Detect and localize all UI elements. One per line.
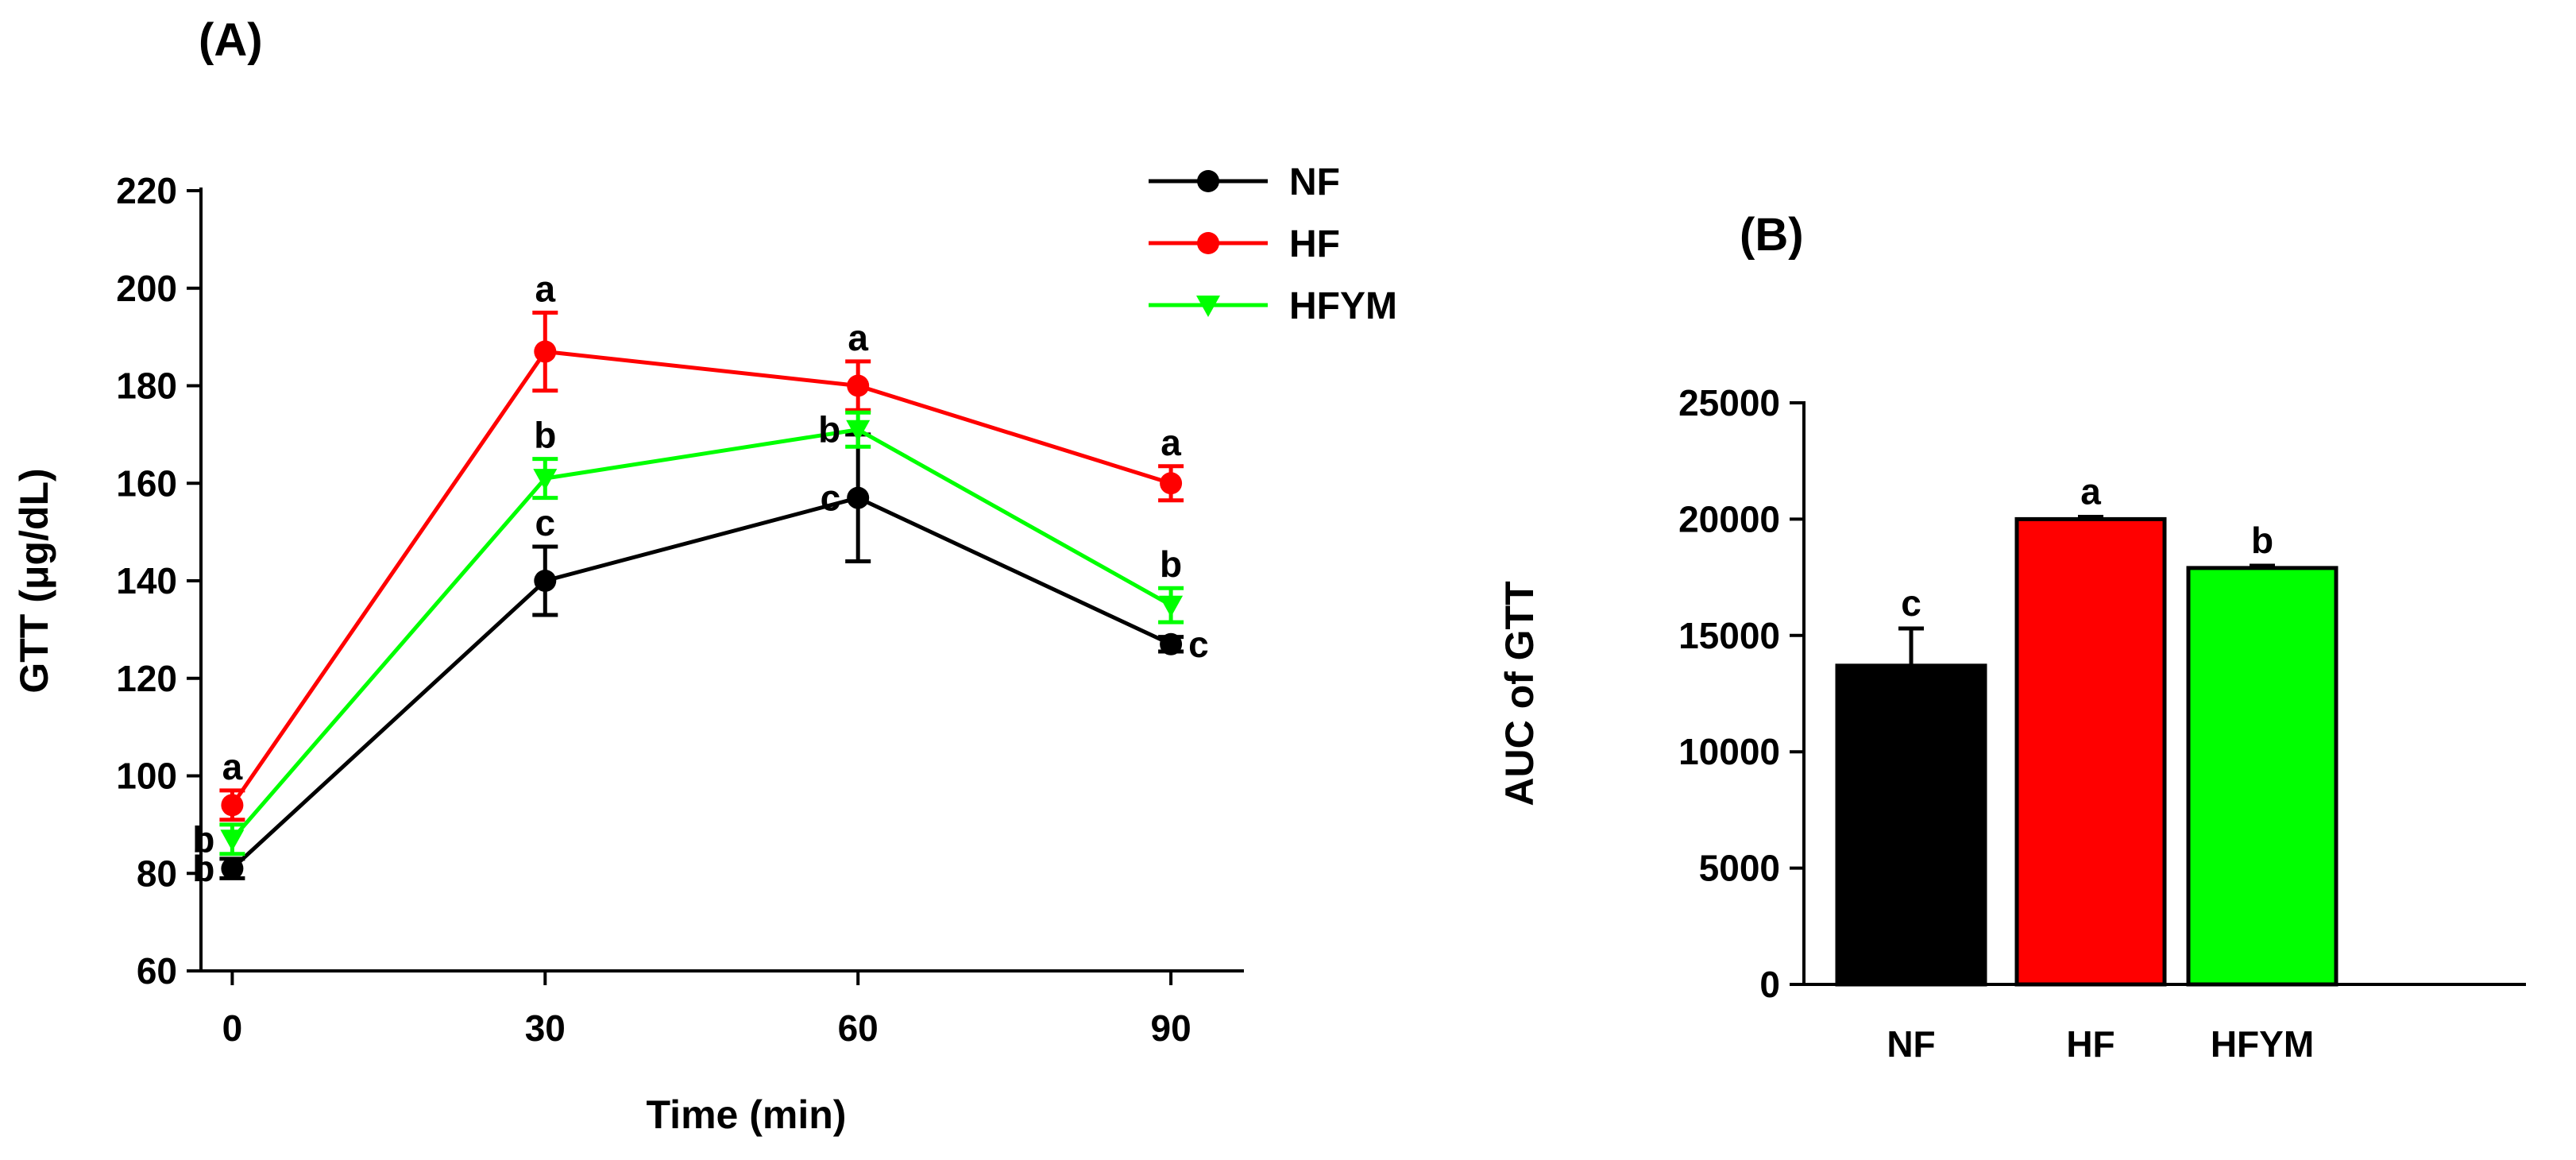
legend-label-hf: HF	[1289, 223, 1340, 265]
significance-letter: a	[2080, 470, 2101, 512]
line-chart-glucose-tolerance: 60 80 100 120 140 160 180 200 220 0 30 60 90 Time (mi…	[12, 161, 1397, 1137]
series-line-hfym	[230, 427, 1172, 841]
y-tick-label: 160	[116, 462, 177, 504]
x-tick-label: HF	[2066, 1023, 2114, 1065]
significance-letter: c	[1901, 582, 1921, 624]
panel-a-label: (A)	[199, 14, 263, 66]
data-point-nf	[221, 857, 244, 880]
y-tick-label: 60	[137, 950, 177, 992]
data-point-hfym	[846, 420, 871, 442]
data-point-hf	[847, 374, 870, 397]
y-tick-label: 80	[137, 853, 177, 894]
significance-letter: a	[222, 746, 243, 787]
y-tick-label: 100	[116, 756, 177, 797]
significance-letter: a	[1161, 422, 1181, 463]
legend-marker-hf	[1197, 232, 1219, 254]
y-tick-label: 220	[116, 170, 177, 211]
significance-letter: b	[534, 415, 556, 456]
significance-letter: c	[821, 478, 841, 519]
y-tick-label: 0	[1759, 964, 1780, 1005]
significance-letter: c	[1188, 624, 1209, 665]
y-tick-label: 15000	[1678, 615, 1780, 656]
panel-b-label: (B)	[1740, 209, 1804, 261]
series-line-hf	[230, 349, 1172, 806]
bar-chart-auc: 0 5000 10000 15000 20000 25000 AUC of GTT c NF a H…	[1497, 382, 2526, 1065]
bar-nf	[1835, 663, 1987, 987]
data-point-nf	[534, 570, 557, 592]
significance-letter: a	[848, 317, 868, 358]
significance-letter: b	[192, 848, 214, 889]
legend-label-nf: NF	[1289, 161, 1340, 203]
y-tick-label: 180	[116, 365, 177, 407]
significance-letter: b	[1160, 543, 1182, 585]
data-point-hfym	[220, 829, 245, 852]
x-tick-label: NF	[1887, 1023, 1935, 1065]
data-point-hfym	[533, 469, 558, 491]
significance-letter: b	[2251, 520, 2273, 561]
significance-letter: b	[192, 818, 214, 860]
legend-marker-hfym	[1196, 296, 1220, 317]
x-axis-title: Time (min)	[647, 1092, 847, 1137]
x-tick-label: 30	[525, 1007, 566, 1049]
y-tick-label: 25000	[1678, 382, 1780, 423]
legend-label-hfym: HFYM	[1289, 285, 1397, 327]
y-tick-label: 120	[116, 658, 177, 699]
y-tick-label: 5000	[1699, 848, 1780, 889]
bar-hfym	[2186, 566, 2338, 987]
data-point-nf	[1160, 632, 1183, 655]
y-tick-label: 20000	[1678, 498, 1780, 539]
data-point-nf	[847, 486, 870, 509]
series-line-nf	[230, 496, 1172, 870]
data-point-hf	[1160, 472, 1183, 495]
y-axis-title: GTT (μg/dL)	[12, 468, 56, 693]
data-point-hf	[534, 340, 557, 363]
y-tick-label: 10000	[1678, 731, 1780, 772]
significance-letter: c	[535, 502, 555, 543]
data-point-hf	[221, 794, 244, 817]
x-tick-label: 60	[838, 1007, 879, 1049]
x-tick-label: 0	[222, 1007, 243, 1049]
y-axis-title: AUC of GTT	[1497, 581, 1542, 806]
significance-letter: b	[818, 409, 840, 450]
x-tick-label: HFYM	[2211, 1023, 2314, 1065]
legend: NF HF HFYM	[1149, 161, 1397, 327]
significance-letter: a	[535, 268, 555, 309]
bar-hf	[2014, 516, 2167, 987]
legend-marker-nf	[1197, 170, 1219, 192]
data-point-hfym	[1159, 595, 1184, 617]
x-tick-label: 90	[1151, 1007, 1191, 1049]
y-tick-label: 140	[116, 560, 177, 601]
y-tick-label: 200	[116, 268, 177, 309]
